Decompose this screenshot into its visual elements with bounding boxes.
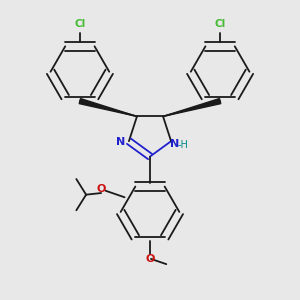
Text: Cl: Cl: [214, 19, 226, 29]
Text: -H: -H: [177, 140, 188, 150]
Text: N: N: [116, 137, 125, 147]
Polygon shape: [79, 99, 137, 116]
Text: N: N: [170, 140, 179, 149]
Text: Cl: Cl: [74, 19, 86, 29]
Text: O: O: [145, 254, 155, 264]
Polygon shape: [163, 99, 221, 116]
Text: O: O: [96, 184, 106, 194]
